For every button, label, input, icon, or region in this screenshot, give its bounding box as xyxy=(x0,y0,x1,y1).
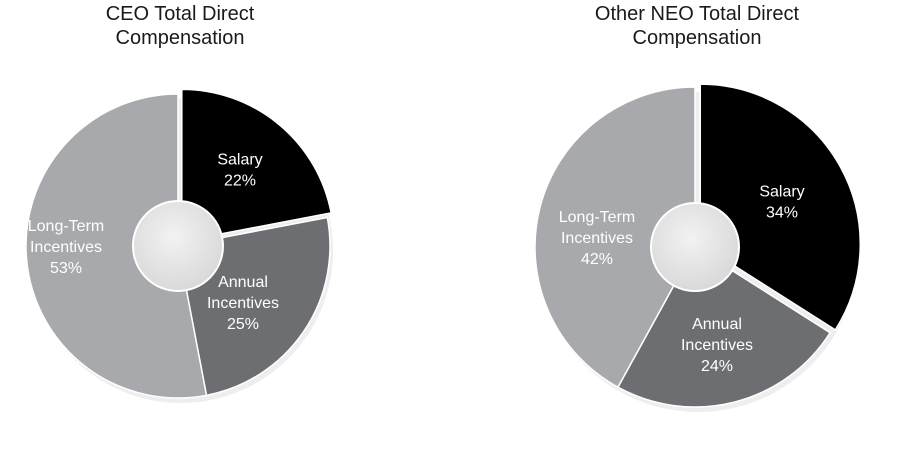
slice-value-label: 25% xyxy=(227,316,259,333)
slice-label-annual-incentives: Annual Incentives 25% xyxy=(207,274,279,333)
chart-title-line-2: Compensation xyxy=(115,27,245,49)
slice-value-label: 42% xyxy=(581,251,613,268)
slice-name-label: Salary xyxy=(217,152,262,169)
slice-label-long-term-incentives: Long-Term Incentives 53% xyxy=(28,218,104,277)
chart-title-line-1: CEO Total Direct xyxy=(105,3,255,25)
neo-pie-svg: Salary 34% Annual Incentives 24% Long-Term Inc… xyxy=(534,83,861,412)
chart-title-line-1: Other NEO Total Direct xyxy=(594,3,800,25)
pie-slice-salary xyxy=(699,83,861,331)
slice-value-label: 34% xyxy=(766,205,798,222)
slice-name-label: Incentives xyxy=(561,230,633,247)
slice-value-label: 24% xyxy=(701,358,733,375)
slice-name-label: Salary xyxy=(759,184,804,201)
slice-label-salary: Salary 34% xyxy=(759,184,804,222)
pie-slice-salary xyxy=(181,88,333,243)
slice-name-label: Annual xyxy=(218,274,268,291)
pie-slice-long-term-incentives xyxy=(25,93,208,399)
slice-name-label: Incentives xyxy=(30,239,102,256)
slice-name-label: Annual xyxy=(692,316,742,333)
ceo-pie-svg: Salary 22% Annual Incentives 25% Long-Term Inc… xyxy=(25,88,333,403)
slice-label-annual-incentives: Annual Incentives 24% xyxy=(681,316,753,375)
slice-name-label: Long-Term xyxy=(559,209,635,226)
chart-title: Other NEO Total Direct Compensation xyxy=(517,2,877,50)
slice-label-long-term-incentives: Long-Term Incentives 42% xyxy=(559,209,635,268)
chart-title: CEO Total Direct Compensation xyxy=(0,2,360,50)
pie-slice-annual-incentives xyxy=(616,245,832,408)
pie-slice-long-term-incentives xyxy=(534,86,696,389)
slice-name-label: Incentives xyxy=(681,337,753,354)
pie-center-hole xyxy=(132,200,224,292)
chart-title-line-2: Compensation xyxy=(632,27,762,49)
pie-center-hole xyxy=(650,202,740,292)
slice-name-label: Incentives xyxy=(207,295,279,312)
slice-name-label: Long-Term xyxy=(28,218,104,235)
slice-value-label: 22% xyxy=(224,173,256,190)
slice-label-salary: Salary 22% xyxy=(217,152,262,190)
neo-compensation-chart: Other NEO Total Direct Compensation Sala… xyxy=(453,0,906,458)
ceo-compensation-chart: CEO Total Direct Compensation Salary 22% A… xyxy=(0,2,360,403)
slice-value-label: 53% xyxy=(50,260,82,277)
